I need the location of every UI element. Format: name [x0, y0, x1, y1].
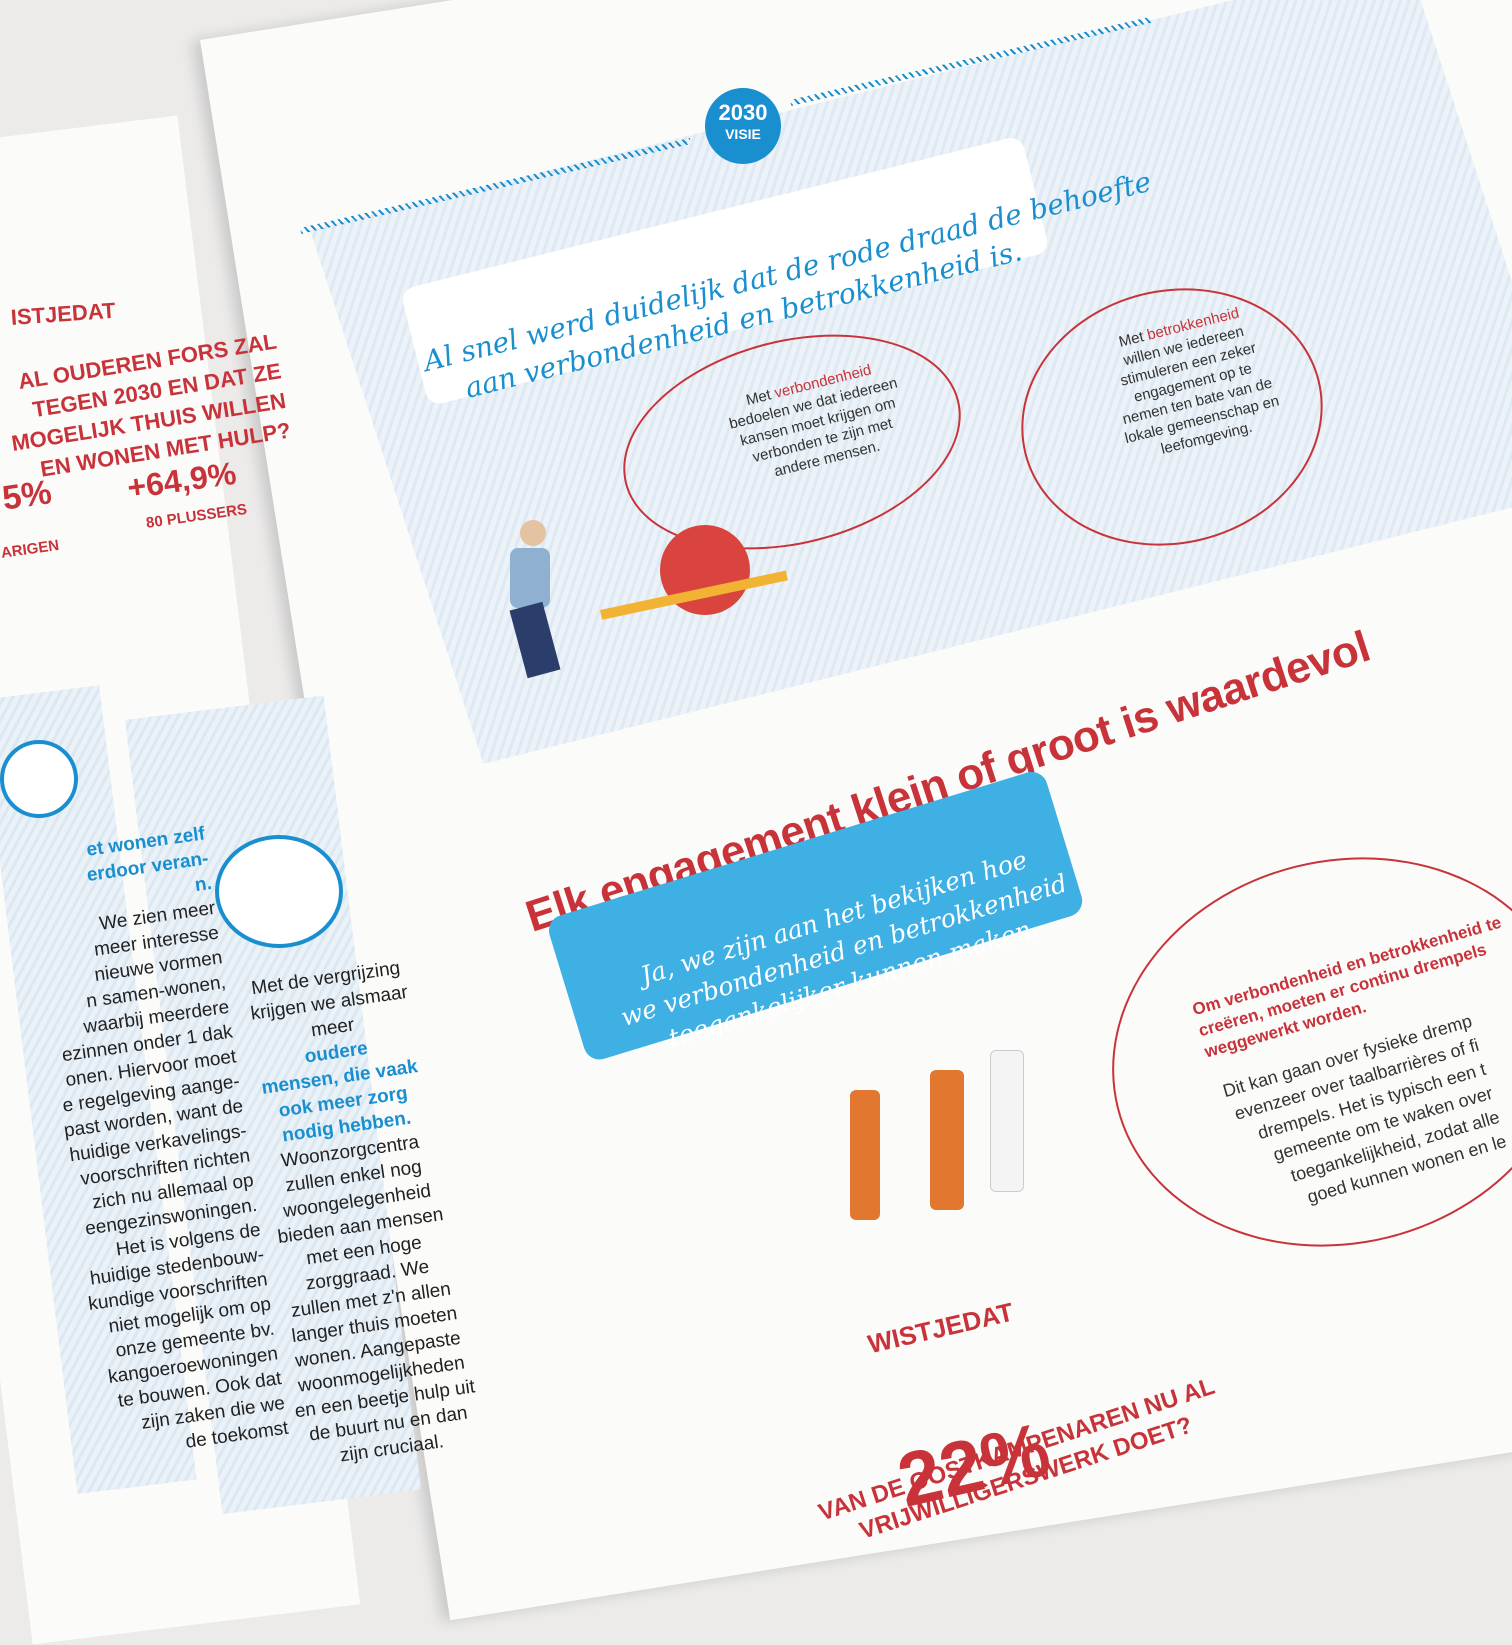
stat-value: 5% [0, 473, 54, 518]
badge: 2030 VISIE [705, 88, 781, 164]
icon-wheelchair [215, 835, 343, 948]
figure-worker [500, 520, 610, 680]
badge-year: 2030 [718, 100, 768, 125]
badge-label: VISIE [725, 126, 761, 142]
icon-house [0, 740, 78, 818]
figure-workers [840, 1040, 1070, 1220]
